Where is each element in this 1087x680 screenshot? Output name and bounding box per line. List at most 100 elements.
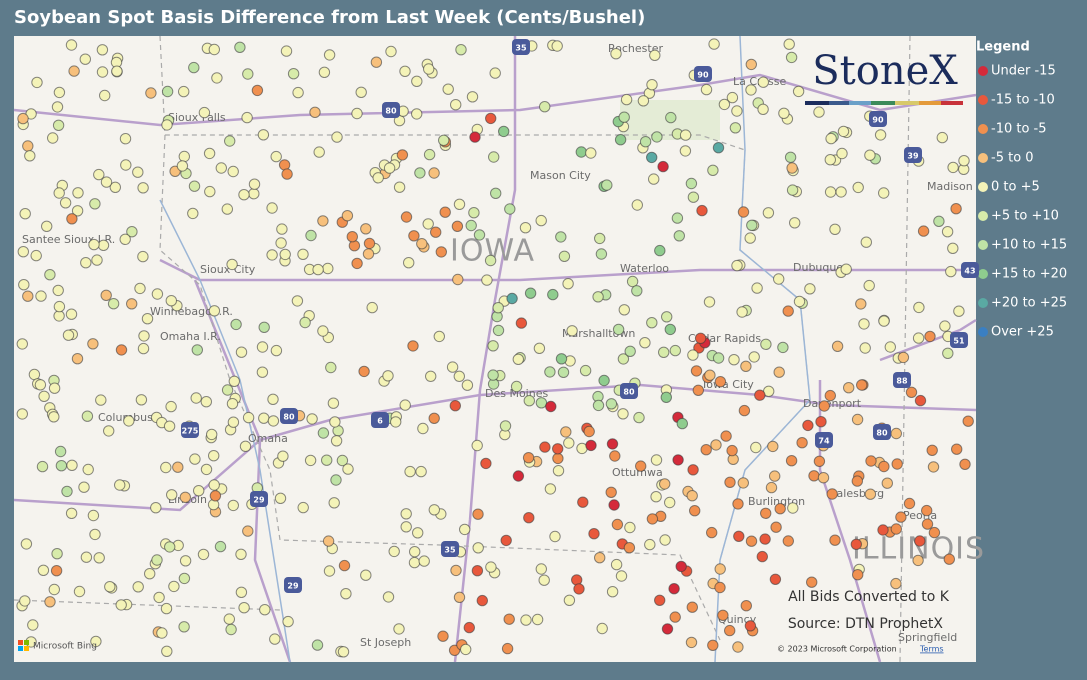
place-label: Davenport <box>803 397 862 410</box>
highway-number: 80 <box>283 413 295 422</box>
basis-point <box>547 288 559 301</box>
basis-point <box>504 203 516 215</box>
basis-point <box>73 585 86 598</box>
basis-point <box>325 361 337 374</box>
basis-point <box>864 149 876 161</box>
highway-number: 51 <box>953 337 965 346</box>
basis-point <box>51 101 64 113</box>
basis-point <box>608 499 620 511</box>
basis-point <box>208 479 220 491</box>
basis-point <box>209 490 222 502</box>
basis-point <box>228 375 241 387</box>
basis-point <box>831 340 844 352</box>
basis-point <box>138 330 150 342</box>
logo-stripe <box>895 101 919 105</box>
basis-point <box>55 460 68 472</box>
basis-point <box>227 499 240 512</box>
basis-point <box>230 318 242 331</box>
basis-point <box>856 379 868 391</box>
basis-point <box>859 342 871 354</box>
legend-swatch <box>978 182 988 192</box>
basis-point <box>769 573 782 585</box>
basis-point <box>808 470 820 482</box>
legend-label: Over +25 <box>991 325 1054 340</box>
basis-point <box>53 187 65 199</box>
basis-point <box>423 63 435 75</box>
basis-point <box>612 323 625 336</box>
basis-point <box>203 147 216 160</box>
legend: Legend Under -15 -15 to -10 -10 to -5 -5 to… <box>976 40 1067 340</box>
basis-point <box>71 205 84 217</box>
basis-point <box>126 226 138 238</box>
basis-point <box>623 542 636 554</box>
basis-point <box>90 635 102 648</box>
legend-label: -5 to 0 <box>991 151 1034 166</box>
basis-point <box>617 408 629 420</box>
basis-point <box>596 622 608 635</box>
basis-point <box>618 111 630 123</box>
basis-point <box>52 284 64 297</box>
highway-number: 35 <box>444 546 456 555</box>
basis-point <box>238 189 250 201</box>
basis-point <box>690 365 703 377</box>
basis-point <box>637 95 650 107</box>
basis-point <box>442 83 454 95</box>
basis-point <box>614 134 627 146</box>
basis-point <box>404 465 416 478</box>
basis-point <box>745 84 757 96</box>
basis-point <box>297 248 309 261</box>
basis-point <box>785 51 798 64</box>
basis-point <box>455 44 467 56</box>
basis-point <box>66 213 78 225</box>
basis-point <box>323 49 336 61</box>
basis-point <box>227 165 239 178</box>
basis-point <box>884 341 896 353</box>
basis-point <box>825 132 837 145</box>
basis-point <box>281 168 293 180</box>
basis-point <box>274 492 287 504</box>
basis-point <box>52 119 65 132</box>
basis-point <box>689 505 701 517</box>
basis-point <box>824 154 836 166</box>
basis-point <box>654 594 666 606</box>
basis-point <box>802 419 814 432</box>
basis-point <box>579 364 592 377</box>
basis-point <box>88 238 100 251</box>
basis-point <box>323 565 336 577</box>
basis-point <box>921 504 933 517</box>
basis-point <box>878 315 890 327</box>
basis-point <box>468 207 480 219</box>
legend-label: +20 to +25 <box>991 296 1067 311</box>
place-label: Rochester <box>608 42 663 55</box>
basis-point <box>62 329 75 341</box>
basis-point <box>881 477 893 489</box>
basis-point <box>687 464 699 476</box>
highway-number: 90 <box>697 71 709 80</box>
highway-shield <box>441 541 459 557</box>
basis-point <box>68 65 80 77</box>
basis-point <box>914 394 927 407</box>
basis-point <box>48 382 61 394</box>
basis-point <box>672 454 684 466</box>
basis-point <box>759 533 771 545</box>
footer-terms[interactable]: Terms <box>919 645 944 654</box>
basis-point <box>256 366 269 378</box>
basis-point <box>852 181 864 194</box>
basis-point <box>774 503 786 515</box>
basis-point <box>664 496 676 509</box>
basis-point <box>81 410 94 422</box>
basis-point <box>176 160 189 172</box>
basis-point <box>481 274 493 286</box>
basis-point <box>417 422 429 435</box>
basis-point <box>400 508 412 520</box>
basis-point <box>544 366 556 378</box>
legend-title: Legend <box>976 40 1030 55</box>
basis-point <box>132 166 144 178</box>
basis-point <box>796 437 808 449</box>
basis-point <box>544 483 557 495</box>
basis-point <box>340 588 352 600</box>
basis-point <box>297 501 309 514</box>
basis-point <box>120 159 132 171</box>
basis-point <box>100 176 113 188</box>
basis-point <box>453 370 465 382</box>
